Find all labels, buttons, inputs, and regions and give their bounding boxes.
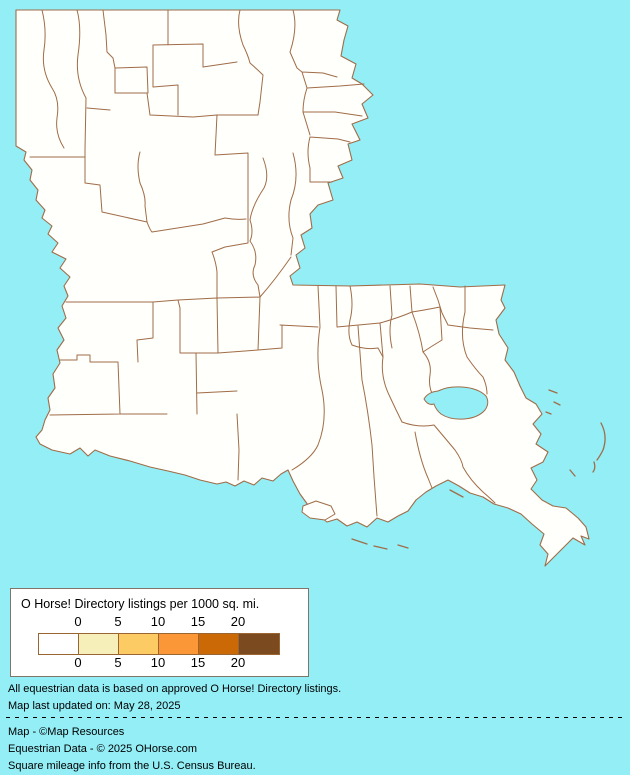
data-credit: Equestrian Data - © 2025 OHorse.com: [8, 743, 198, 755]
legend-panel: O Horse! Directory listings per 1000 sq.…: [10, 588, 309, 677]
legend-swatch: [199, 634, 239, 654]
tick-label: 5: [114, 655, 122, 670]
last-updated-note: Map last updated on: May 28, 2025: [8, 700, 181, 712]
tick-label: 20: [230, 655, 246, 670]
state-outline: [15, 9, 590, 567]
map-credit: Map - ©Map Resources: [8, 726, 125, 738]
tick-label: 10: [150, 614, 166, 629]
parish-boundaries-east: [348, 285, 494, 398]
marsh-island: [301, 500, 336, 521]
census-credit: Square mileage info from the U.S. Census…: [8, 760, 256, 772]
legend-title: O Horse! Directory listings per 1000 sq.…: [21, 597, 260, 611]
legend-swatch: [159, 634, 199, 654]
tick-label: 15: [190, 614, 206, 629]
parish-boundaries-central: [49, 285, 403, 517]
data-source-note: All equestrian data is based on approved…: [8, 683, 342, 695]
legend-swatch: [79, 634, 119, 654]
tick-label: 5: [114, 614, 122, 629]
tick-label: 10: [150, 655, 166, 670]
barrier-islands: [351, 389, 606, 550]
legend-swatch: [119, 634, 159, 654]
tick-label: 15: [190, 655, 206, 670]
legend-color-scale: [38, 633, 280, 655]
louisiana-parish-map: [15, 9, 606, 567]
legend-ticks-top: 0 5 10 15 20: [38, 614, 278, 629]
dashed-divider: [6, 717, 626, 718]
legend-swatch: [39, 634, 79, 654]
legend-ticks-bottom: 0 5 10 15 20: [38, 655, 278, 670]
tick-label: 0: [74, 655, 82, 670]
parish-boundaries-north: [29, 9, 365, 299]
tick-label: 0: [74, 614, 82, 629]
legend-swatch: [239, 634, 279, 654]
tick-label: 20: [230, 614, 246, 629]
lake-pontchartrain: [423, 386, 489, 420]
parish-boundaries-south: [401, 421, 496, 504]
map-canvas: [15, 9, 606, 567]
